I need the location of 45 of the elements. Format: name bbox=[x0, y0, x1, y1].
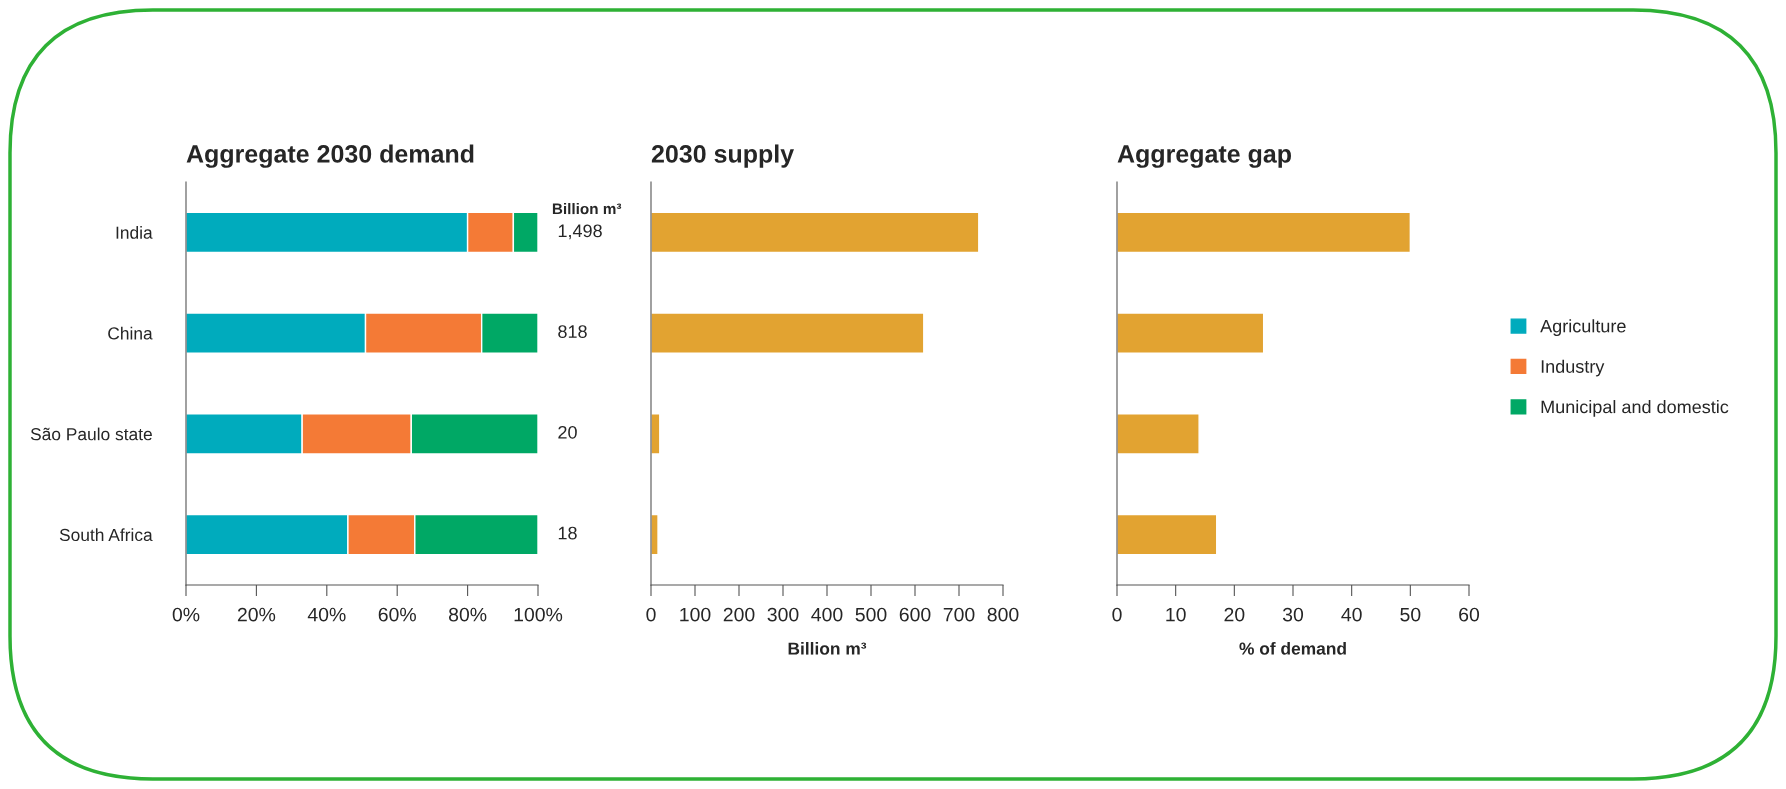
x-tick-label: 80% bbox=[448, 607, 487, 622]
legend-label: Industry bbox=[1541, 359, 1605, 377]
bar bbox=[1117, 211, 1412, 254]
text: 20 bbox=[558, 425, 577, 439]
x-tick-label: 0% bbox=[172, 607, 200, 622]
x-axis-title: % of demand bbox=[1239, 642, 1346, 655]
x-tick-label: 50 bbox=[1400, 607, 1421, 622]
x-tick-label: 30 bbox=[1282, 607, 1304, 622]
y-tick-label: São Paulo state bbox=[30, 427, 152, 441]
text: Billion m³ bbox=[552, 203, 622, 215]
x-tick-label: 600 bbox=[899, 607, 931, 622]
chart-title: Aggregate gap bbox=[1117, 145, 1291, 168]
x-tick-label: 0 bbox=[646, 607, 656, 622]
x-tick-label: 400 bbox=[811, 607, 843, 622]
x-tick-label: 20 bbox=[1224, 607, 1245, 622]
x-tick-label: 10 bbox=[1166, 607, 1186, 622]
y-tick-label: South Africa bbox=[59, 528, 153, 542]
chart-title: 2030 supply bbox=[651, 144, 794, 168]
bar bbox=[1117, 312, 1265, 354]
x-tick-label: 20% bbox=[237, 607, 276, 622]
y-tick-label: China bbox=[108, 326, 153, 340]
legend-label: Municipal and domestic bbox=[1541, 400, 1729, 417]
x-tick-label: 700 bbox=[943, 607, 975, 622]
x-tick-label: 100 bbox=[680, 607, 711, 622]
chart-title: Aggregate 2030 demand bbox=[186, 144, 474, 168]
x-tick-label: 40% bbox=[307, 607, 346, 622]
text: 1,498 bbox=[558, 224, 602, 240]
bar bbox=[1117, 413, 1200, 455]
text: 818 bbox=[558, 325, 587, 338]
bar bbox=[651, 312, 925, 354]
x-tick-label: 60 bbox=[1459, 607, 1480, 622]
x-axis-title: Billion m³ bbox=[788, 642, 867, 655]
x-tick-label: 500 bbox=[855, 607, 887, 622]
x-tick-label: 200 bbox=[723, 607, 755, 622]
x-tick-label: 300 bbox=[767, 607, 799, 622]
x-tick-label: 800 bbox=[987, 607, 1019, 622]
bar bbox=[651, 211, 980, 254]
text: 18 bbox=[558, 526, 577, 540]
bar bbox=[1117, 513, 1218, 556]
x-tick-label: 0 bbox=[1112, 607, 1122, 622]
x-tick-label: 40 bbox=[1341, 607, 1362, 622]
legend-label: Agriculture bbox=[1540, 319, 1626, 337]
y-tick-label: India bbox=[116, 226, 153, 239]
x-tick-label: 60% bbox=[378, 607, 416, 622]
x-tick-label: 100% bbox=[514, 607, 563, 622]
